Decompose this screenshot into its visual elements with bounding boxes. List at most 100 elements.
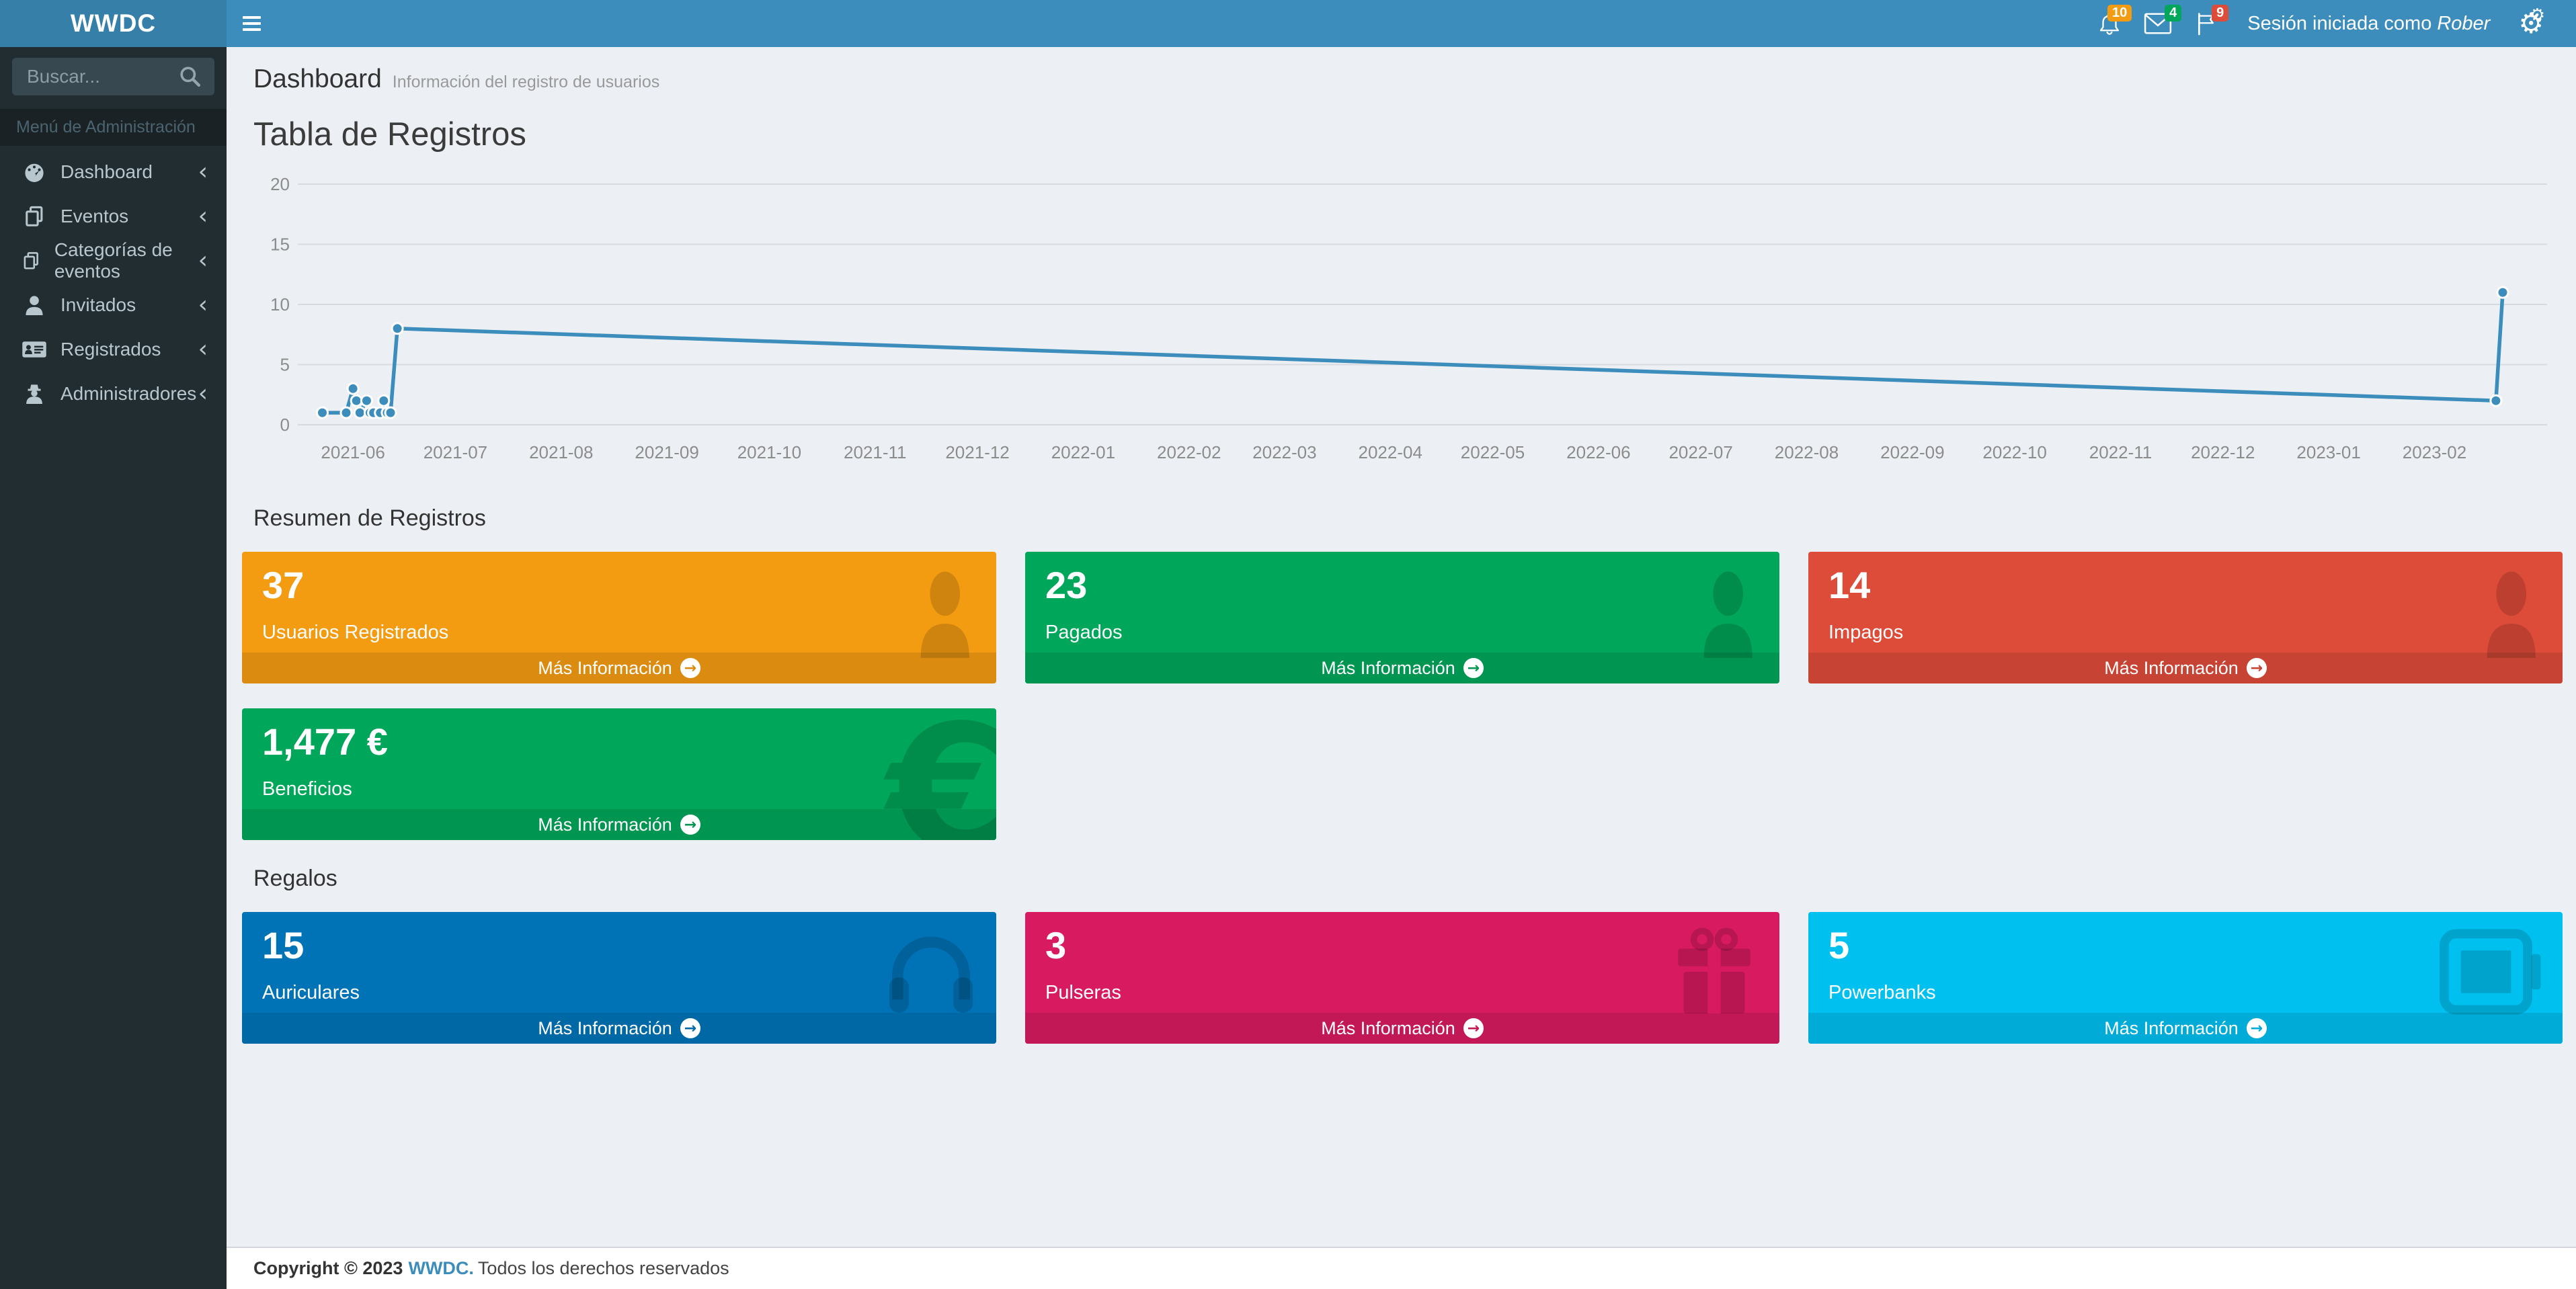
box-value: 15: [262, 924, 305, 966]
svg-text:2021-07: 2021-07: [424, 442, 487, 462]
sidebar-item-label: Registrados: [61, 339, 161, 360]
more-info-link[interactable]: Más Información →: [242, 1013, 996, 1044]
chevron-left-icon: ‹: [198, 247, 208, 274]
copy-icon: [22, 249, 41, 272]
messages-button[interactable]: 4: [2133, 0, 2183, 47]
footer-copyright: Copyright © 2023: [253, 1258, 403, 1278]
notifications-button[interactable]: 10: [2086, 0, 2133, 47]
brand-logo[interactable]: WWDC: [0, 0, 227, 47]
session-user: Rober: [2437, 12, 2491, 34]
euro-icon: €: [887, 708, 996, 840]
chart-section-title: Tabla de Registros: [253, 116, 526, 153]
svg-text:2022-09: 2022-09: [1880, 442, 1944, 462]
sidebar-item-label: Invitados: [61, 294, 136, 315]
box-label: Usuarios Registrados: [262, 622, 449, 644]
id-card-icon: [22, 338, 47, 361]
arrow-circle-right-icon: →: [1463, 1018, 1484, 1038]
sidebar-item-registrados[interactable]: Registrados ‹: [0, 327, 227, 372]
sidebar-item-label: Dashboard: [61, 161, 153, 182]
gifts-section-title: Regalos: [253, 866, 337, 891]
more-info-link[interactable]: Más Información →: [242, 653, 996, 683]
small-gear-icon: ⚙: [2529, 5, 2545, 26]
small-box-impagos: 14 Impagos Más Información →: [1808, 552, 2563, 683]
box-value: 5: [1828, 924, 1850, 966]
content-header: Dashboard Información del registro de us…: [227, 47, 2576, 98]
copy-icon: [22, 205, 47, 228]
user-secret-icon: [22, 382, 47, 405]
more-info-label: Más Información: [2104, 1017, 2239, 1038]
svg-text:2023-02: 2023-02: [2403, 442, 2466, 462]
flag-icon: [2193, 11, 2219, 36]
more-info-label: Más Información: [538, 657, 672, 678]
svg-text:2021-11: 2021-11: [844, 442, 907, 462]
summary-section-title: Resumen de Registros: [253, 505, 486, 531]
more-info-label: Más Información: [2104, 657, 2239, 678]
svg-text:2022-12: 2022-12: [2191, 442, 2255, 462]
session-text: Sesión iniciada como: [2247, 12, 2432, 34]
flags-button[interactable]: 9: [2183, 0, 2230, 47]
box-label: Pagados: [1045, 622, 1123, 644]
sidebar-item-dashboard[interactable]: Dashboard ‹: [0, 150, 227, 194]
sidebar-item-label: Categorías de eventos: [54, 239, 173, 282]
more-info-link[interactable]: Más Información →: [242, 809, 996, 840]
svg-text:2021-10: 2021-10: [737, 442, 801, 462]
more-info-link[interactable]: Más Información →: [1808, 1013, 2563, 1044]
box-body: 15 Auriculares: [242, 912, 996, 1013]
sidebar-item-invitados[interactable]: Invitados ‹: [0, 283, 227, 327]
search-input[interactable]: [26, 65, 177, 88]
settings-button[interactable]: ⚙ ⚙: [2507, 0, 2546, 47]
chevron-left-icon: ‹: [198, 158, 208, 185]
small-box-powerbanks: 5 Powerbanks Más Información →: [1808, 912, 2563, 1044]
sidebar-toggle-button[interactable]: [227, 0, 276, 47]
chevron-left-icon: ‹: [198, 380, 208, 407]
svg-text:2022-08: 2022-08: [1775, 442, 1839, 462]
gear-icon: ⚙: [2518, 7, 2544, 40]
battery-icon: [2440, 925, 2544, 1018]
sidebar-item-administradores[interactable]: Administradores ‹: [0, 372, 227, 416]
svg-text:2022-04: 2022-04: [1359, 442, 1422, 462]
headphones-icon: [885, 925, 977, 1018]
svg-text:10: 10: [270, 294, 290, 315]
box-value: 23: [1045, 564, 1088, 606]
footer-rights: Todos los derechos reservados: [477, 1258, 729, 1278]
box-body: 23 Pagados: [1025, 552, 1779, 658]
user-icon: [913, 565, 977, 658]
user-icon: [2479, 565, 2544, 658]
small-box-beneficios: 1,477 € Beneficios € Más Información →: [242, 708, 996, 840]
more-info-label: Más Información: [1321, 657, 1455, 678]
arrow-circle-right-icon: →: [680, 815, 700, 835]
navbar-main: 10 4 9 Sesión iniciada como Rober: [227, 0, 2576, 47]
gift-icon: [1668, 925, 1761, 1018]
more-info-link[interactable]: Más Información →: [1808, 653, 2563, 683]
search-icon: [177, 67, 204, 92]
footer-brand-link[interactable]: WWDC.: [408, 1258, 474, 1278]
page-footer: Copyright © 2023 WWDC. Todos los derecho…: [227, 1247, 2576, 1289]
box-body: 14 Impagos: [1808, 552, 2563, 658]
svg-text:2021-09: 2021-09: [635, 442, 698, 462]
search-button[interactable]: [177, 63, 204, 90]
benefit-box-grid: 1,477 € Beneficios € Más Información →: [242, 708, 2563, 840]
more-info-link[interactable]: Más Información →: [1025, 1013, 1779, 1044]
box-body: 5 Powerbanks: [1808, 912, 2563, 1015]
page-subtitle: Información del registro de usuarios: [392, 73, 660, 91]
user-icon: [22, 294, 47, 317]
sidebar-item-eventos[interactable]: Eventos ‹: [0, 194, 227, 239]
box-label: Auriculares: [262, 982, 360, 1004]
box-label: Powerbanks: [1828, 982, 1936, 1004]
session-menu[interactable]: Sesión iniciada como Rober: [2230, 0, 2507, 47]
box-label: Beneficios: [262, 778, 352, 800]
chevron-left-icon: ‹: [198, 335, 208, 363]
chevron-left-icon: ‹: [198, 202, 208, 230]
euro-glyph: €: [887, 708, 996, 840]
svg-text:2022-11: 2022-11: [2089, 442, 2152, 462]
svg-text:20: 20: [270, 174, 290, 194]
sidebar-item-label: Administradores: [61, 383, 197, 404]
sidebar-item-categorias-de-eventos[interactable]: Categorías de eventos ‹: [0, 239, 227, 283]
more-info-link[interactable]: Más Información →: [1025, 653, 1779, 683]
svg-text:2022-01: 2022-01: [1051, 442, 1115, 462]
svg-text:2021-06: 2021-06: [321, 442, 385, 462]
more-info-label: Más Información: [538, 1017, 672, 1038]
messages-badge: 4: [2165, 5, 2182, 22]
box-body: 3 Pulseras: [1025, 912, 1779, 1014]
